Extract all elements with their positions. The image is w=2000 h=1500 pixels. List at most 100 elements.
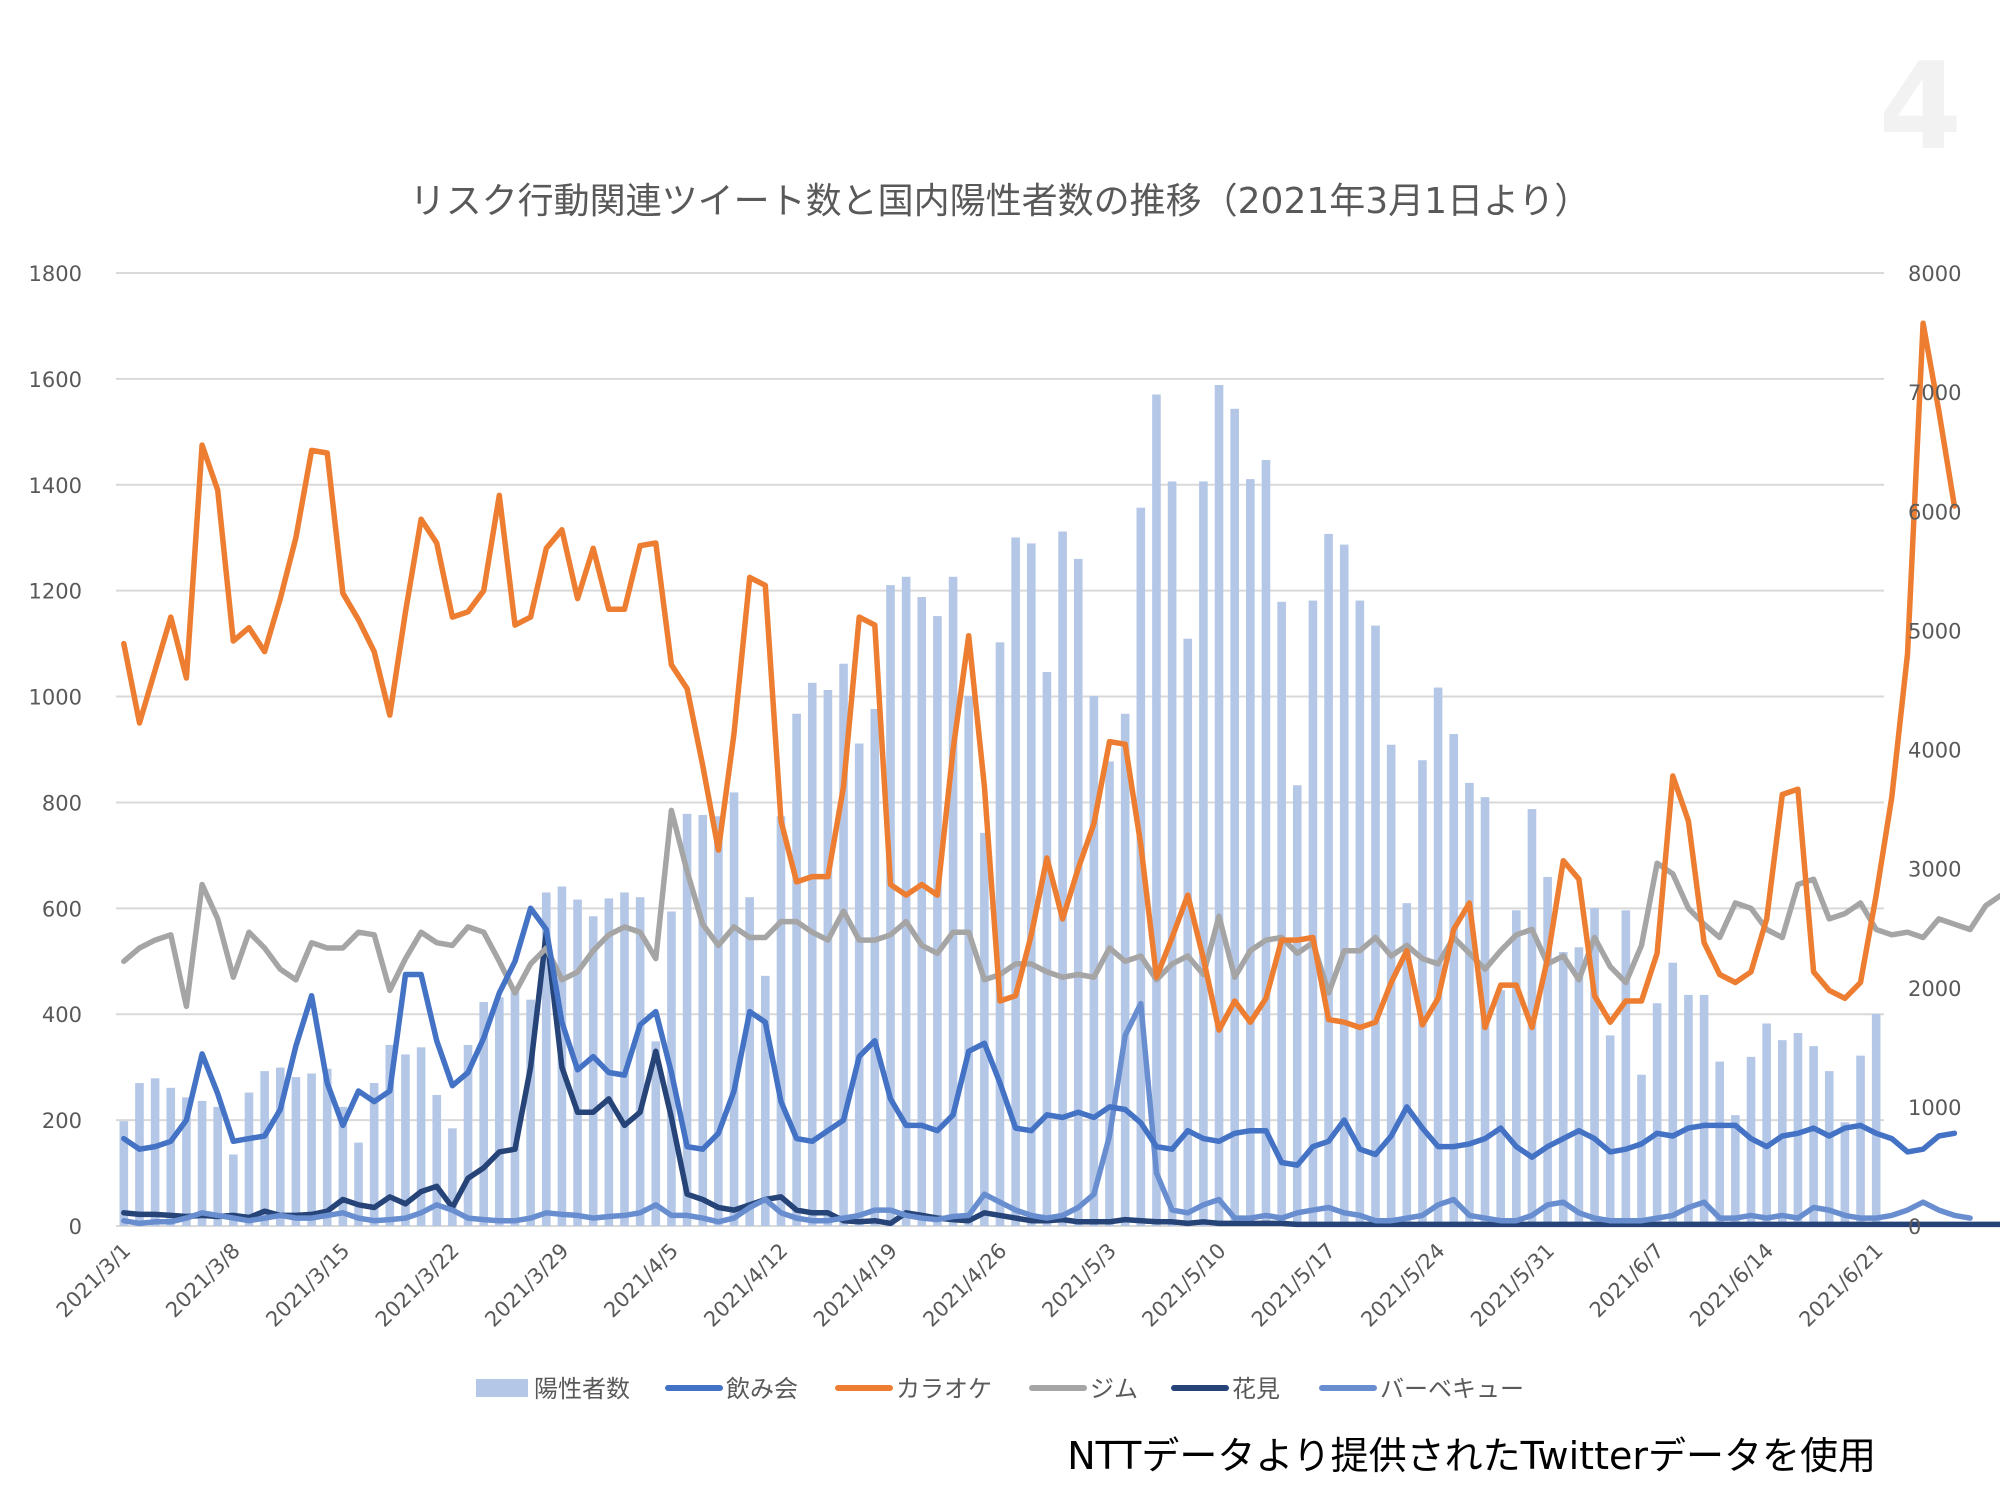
bar-positive-cases <box>886 585 895 1226</box>
legend-label: 花見 <box>1232 1375 1280 1403</box>
bar-positive-cases <box>526 999 535 1226</box>
x-tick-label: 2021/5/31 <box>1466 1239 1559 1332</box>
bar-positive-cases <box>1026 543 1036 1226</box>
bar-positive-cases <box>1809 1046 1818 1226</box>
x-tick-label: 2021/3/15 <box>261 1239 354 1332</box>
bar-positive-cases <box>980 832 989 1226</box>
source-note: NTTデータより提供されたTwitterデータを使用 <box>1067 1434 1876 1478</box>
bar-positive-cases <box>1496 990 1505 1226</box>
line-bbq <box>121 1000 1973 1227</box>
bar-positive-cases <box>651 1041 661 1226</box>
bar-positive-cases <box>714 816 723 1226</box>
bar-positive-cases <box>1699 994 1709 1226</box>
left-tick-label: 800 <box>42 791 82 815</box>
bar-positive-cases <box>510 987 520 1226</box>
bar-positive-cases <box>1558 952 1568 1226</box>
x-tick-label: 2021/5/24 <box>1357 1239 1450 1332</box>
bar-positive-cases <box>1574 947 1584 1226</box>
bar-positive-cases <box>1793 1033 1803 1226</box>
bar-positive-cases <box>807 682 817 1226</box>
left-tick-label: 1200 <box>29 580 82 604</box>
bar-positive-cases <box>1277 601 1286 1226</box>
chart-title: リスク行動関連ツイート数と国内陽性者数の推移（2021年3月1日より） <box>409 181 1591 222</box>
right-tick-label: 2000 <box>1908 977 1961 1001</box>
bar-positive-cases <box>1089 695 1099 1226</box>
bar-positive-cases <box>354 1142 363 1226</box>
legend-swatch-bar <box>476 1379 528 1397</box>
bar-positive-cases <box>1777 1040 1787 1226</box>
bar-positive-cases <box>1590 907 1599 1226</box>
right-tick-label: 6000 <box>1908 500 1961 524</box>
bar-positive-cases <box>495 997 504 1226</box>
legend-label: 陽性者数 <box>534 1375 630 1403</box>
bar-positive-cases <box>1167 481 1177 1226</box>
bar-positive-cases <box>1120 713 1130 1226</box>
x-tick-label: 2021/4/26 <box>918 1239 1011 1332</box>
bar-positive-cases <box>1668 962 1678 1226</box>
bar-positive-cases <box>1339 544 1349 1226</box>
bar-positive-cases <box>291 1077 301 1226</box>
bar-positive-cases <box>1840 1122 1850 1226</box>
bar-positive-cases <box>1449 734 1459 1226</box>
right-tick-label: 0 <box>1908 1215 1921 1239</box>
bar-positive-cases <box>761 975 770 1226</box>
bar-positive-cases <box>1684 994 1693 1226</box>
bar-positive-cases <box>1621 910 1631 1226</box>
x-tick-label: 2021/4/19 <box>809 1239 902 1332</box>
bar-positive-cases <box>401 1054 410 1226</box>
bar-positive-cases <box>1073 558 1083 1226</box>
legend-label: カラオケ <box>896 1375 992 1403</box>
x-tick-label: 2021/4/12 <box>699 1239 792 1332</box>
bar-positive-cases <box>1762 1023 1771 1226</box>
x-tick-label: 2021/3/1 <box>52 1239 136 1323</box>
x-tick-label: 2021/6/7 <box>1585 1239 1669 1323</box>
bar-positive-cases <box>1543 876 1552 1226</box>
bar-positive-cases <box>338 1106 348 1226</box>
bar-positive-cases <box>135 1083 144 1226</box>
left-tick-label: 1000 <box>29 686 82 710</box>
x-tick-label: 2021/5/10 <box>1137 1239 1230 1332</box>
bar-positive-cases <box>620 892 629 1226</box>
x-axis: 2021/3/1 2021/3/8 2021/3/15 2021/3/22 2021/3… <box>52 1239 1888 1332</box>
line-nomikai <box>121 905 1958 1168</box>
bar-positive-cases <box>369 1083 379 1226</box>
right-tick-label: 4000 <box>1908 739 1961 763</box>
bar-positive-cases <box>1824 1071 1834 1226</box>
bar-positive-cases <box>213 1106 223 1226</box>
bar-positive-cases <box>1183 638 1193 1226</box>
x-tick-label: 2021/6/21 <box>1795 1239 1888 1332</box>
bar-positive-cases <box>463 1044 473 1226</box>
left-axis: 0 200 400 600 800 1000 1200 1400 1600 1800 <box>29 262 82 1239</box>
bar-positive-cases <box>1465 782 1474 1226</box>
bar-positive-cases <box>1042 672 1052 1226</box>
right-tick-label: 8000 <box>1908 262 1961 286</box>
x-tick-label: 2021/5/3 <box>1037 1239 1121 1323</box>
bar-positive-cases <box>1292 785 1302 1226</box>
bar-positive-cases <box>1605 1035 1615 1226</box>
bar-positive-cases <box>416 1047 426 1226</box>
legend-label: ジム <box>1090 1375 1138 1403</box>
bar-positive-cases <box>1512 910 1521 1226</box>
legend-label: 飲み会 <box>726 1375 798 1403</box>
bar-positive-cases <box>964 695 974 1226</box>
bar-positive-cases <box>729 792 739 1226</box>
bar-positive-cases <box>1637 1074 1646 1226</box>
bar-positive-cases <box>244 1092 254 1226</box>
bar-positive-cases <box>917 597 927 1226</box>
right-tick-label: 5000 <box>1908 619 1961 643</box>
left-tick-label: 200 <box>42 1109 82 1133</box>
x-tick-label: 2021/4/5 <box>599 1239 683 1323</box>
x-tick-label: 2021/5/17 <box>1247 1239 1340 1332</box>
line-hanami <box>121 929 2000 1228</box>
left-tick-label: 1400 <box>29 474 82 498</box>
bar-positive-cases <box>588 916 598 1226</box>
bar-positive-cases <box>839 663 848 1226</box>
bar-positive-cases <box>448 1128 457 1226</box>
x-tick-label: 2021/3/22 <box>371 1239 464 1332</box>
bar-positive-cases <box>870 708 880 1226</box>
left-tick-label: 1800 <box>29 262 82 286</box>
bar-positive-cases <box>166 1087 176 1226</box>
bar-positive-cases <box>1856 1055 1865 1226</box>
bar-positive-cases <box>1371 625 1380 1226</box>
